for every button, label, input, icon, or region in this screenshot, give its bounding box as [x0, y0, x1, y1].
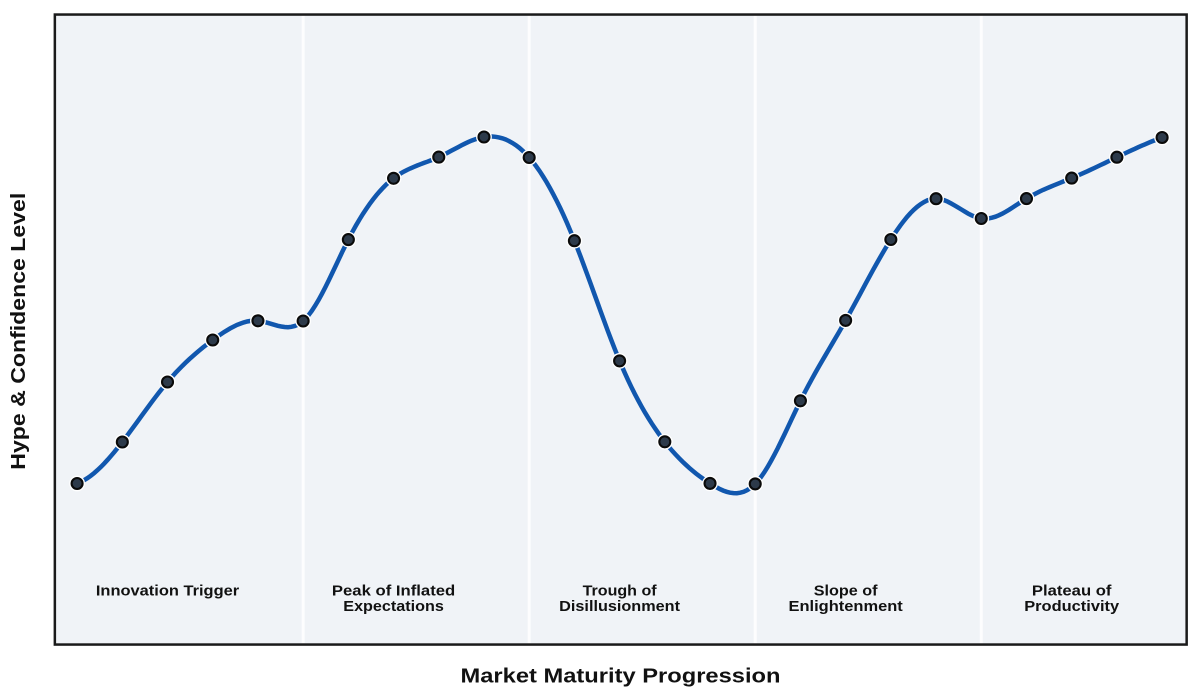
svg-text:Peak of Inflated: Peak of Inflated	[332, 583, 455, 599]
svg-text:Hype & Confidence Level: Hype & Confidence Level	[8, 193, 30, 470]
svg-text:Plateau of: Plateau of	[1032, 583, 1112, 599]
svg-text:Productivity: Productivity	[1024, 599, 1119, 615]
svg-text:Disillusionment: Disillusionment	[559, 599, 680, 615]
svg-text:Market Maturity Progression: Market Maturity Progression	[461, 665, 781, 687]
svg-text:Expectations: Expectations	[343, 599, 444, 615]
svg-text:Innovation Trigger: Innovation Trigger	[96, 583, 240, 599]
svg-text:Trough of: Trough of	[583, 583, 657, 599]
svg-text:Enlightenment: Enlightenment	[788, 599, 902, 615]
svg-text:Slope of: Slope of	[814, 583, 878, 599]
